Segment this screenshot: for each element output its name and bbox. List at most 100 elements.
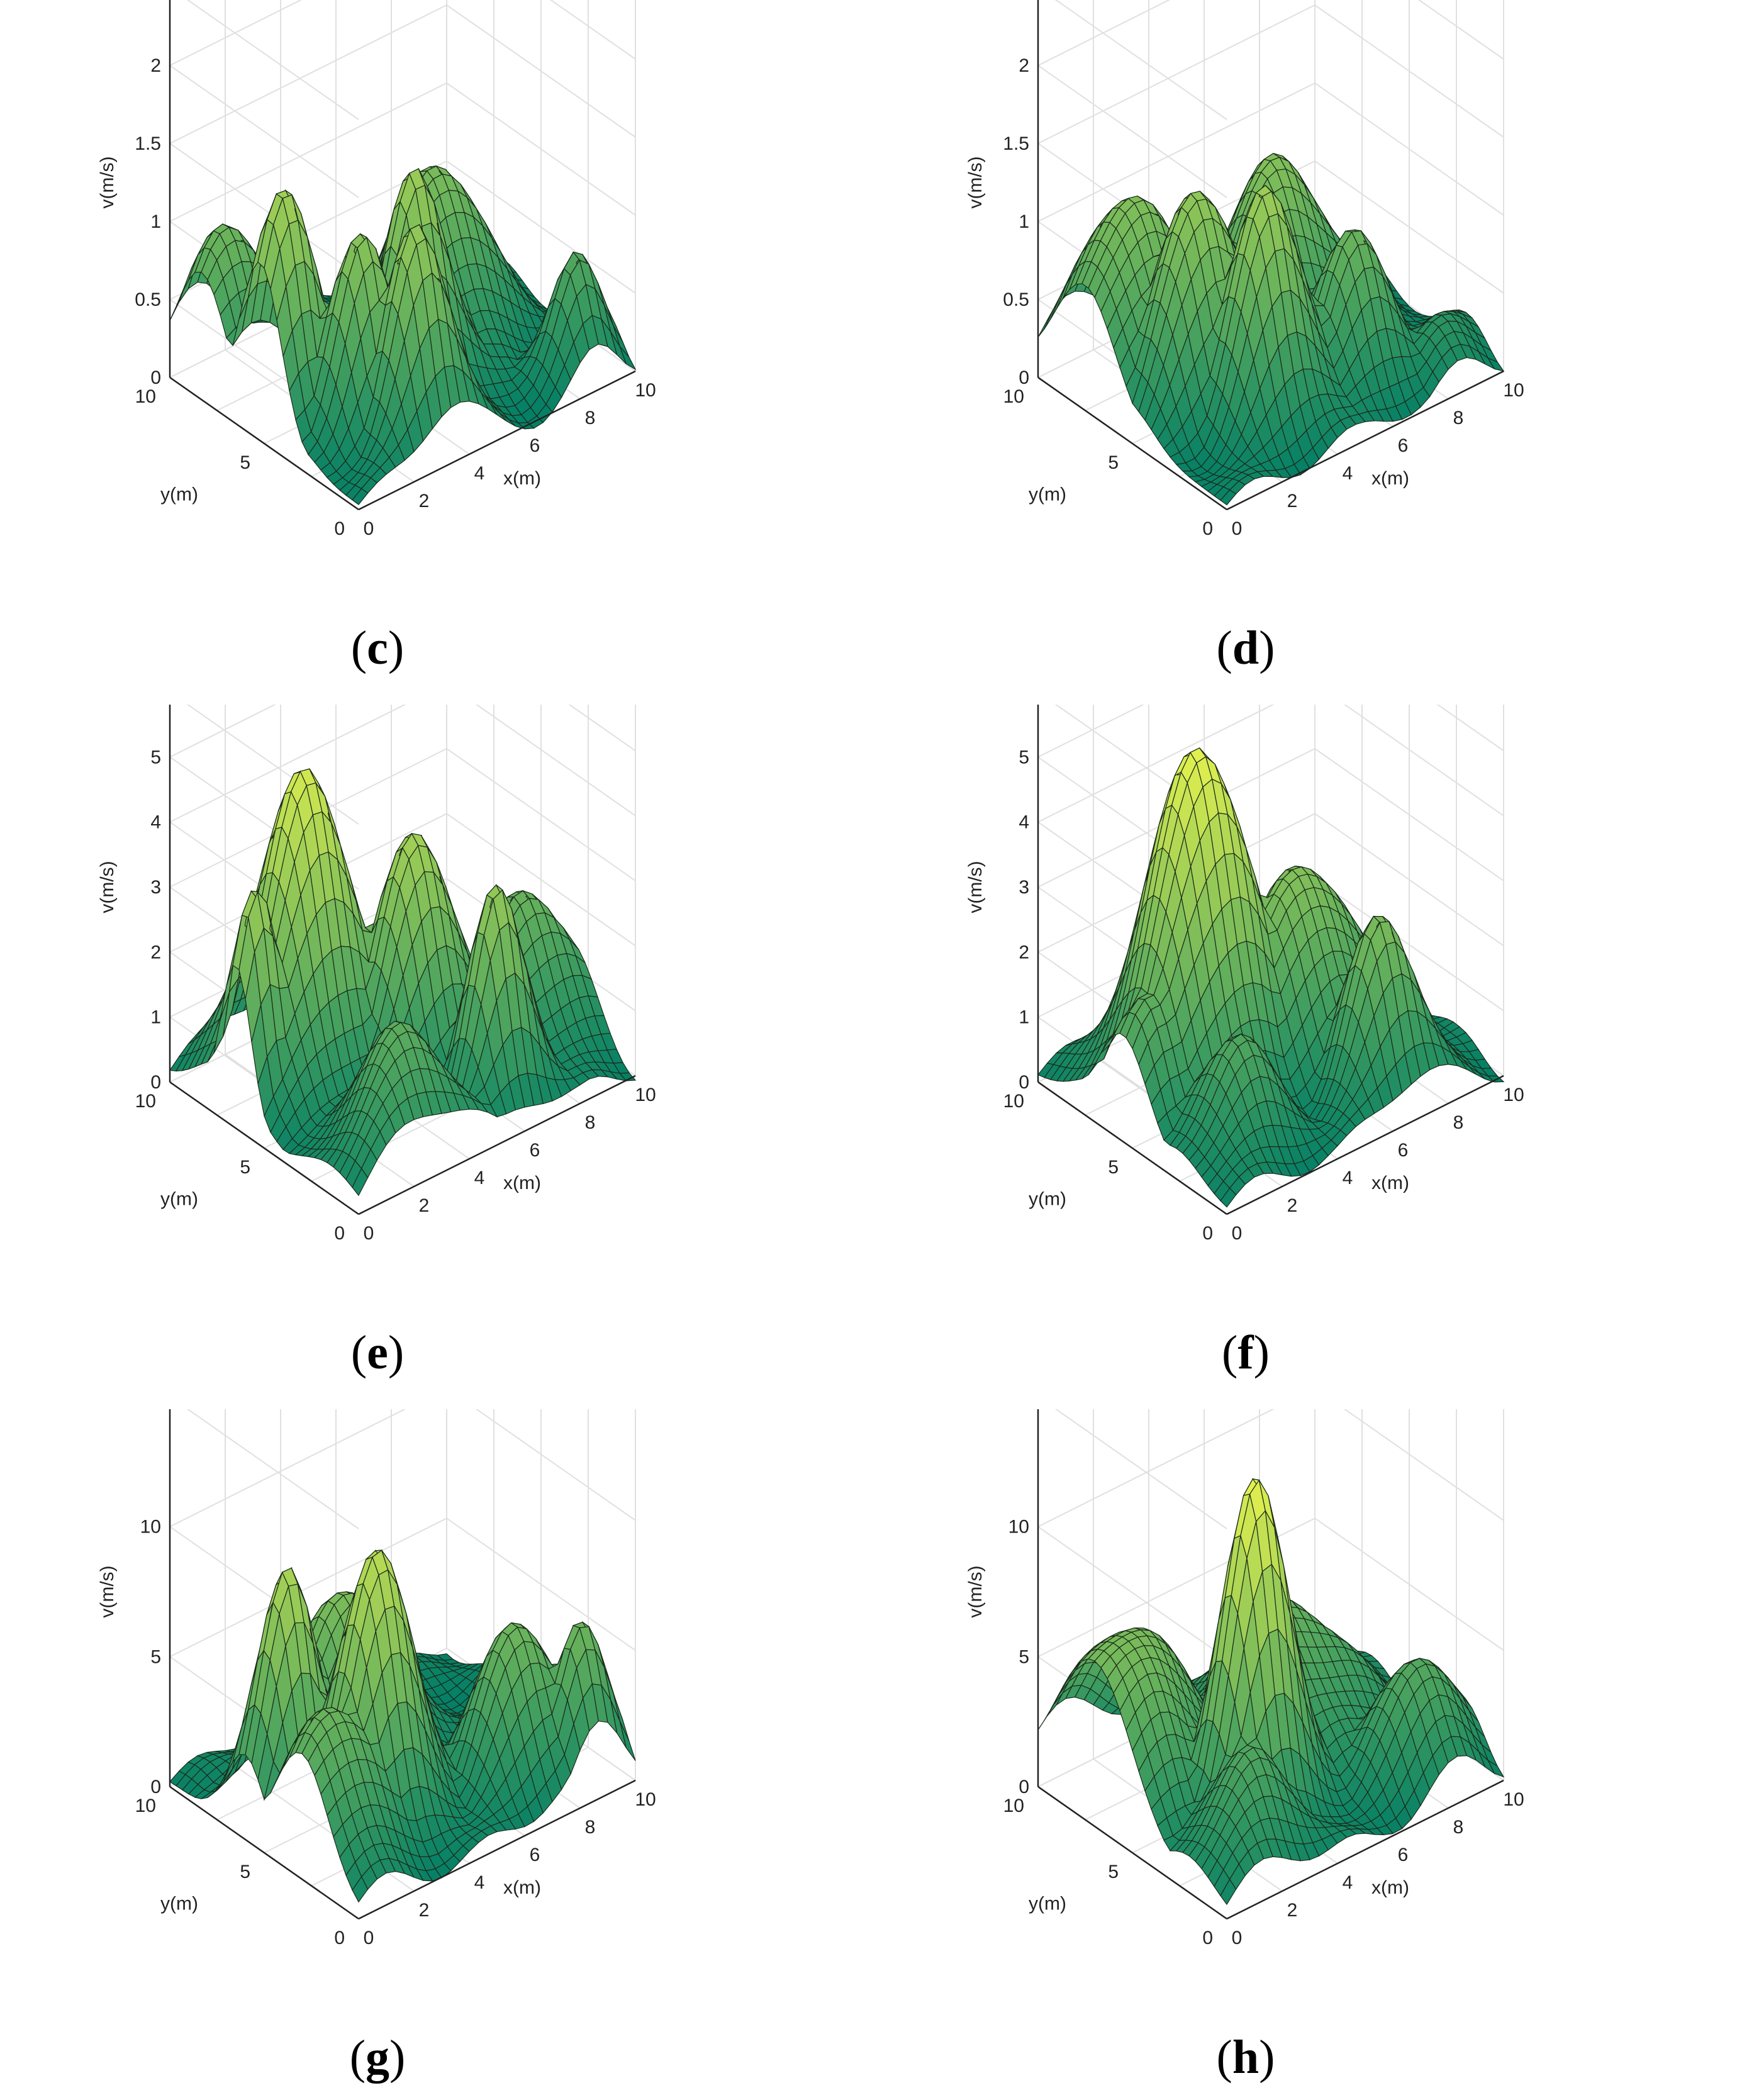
y-tick-label: 5 xyxy=(240,1862,250,1882)
x-tick-label: 6 xyxy=(1398,435,1409,456)
x-tick-label: 4 xyxy=(1343,1168,1353,1188)
y-tick-label: 10 xyxy=(135,1796,156,1816)
x-tick-label: 2 xyxy=(419,1900,430,1921)
grid-line xyxy=(170,65,359,198)
x-axis-label: x(m) xyxy=(503,1173,541,1193)
z-axis-label: v(m/s) xyxy=(97,156,118,208)
z-tick-label: 2 xyxy=(150,55,161,76)
y-tick-label: 5 xyxy=(240,1157,250,1178)
panel-h: 02468100510051015x(m)y(m)v(m/s) (h) xyxy=(868,1409,1736,2100)
x-tick-label: 0 xyxy=(1232,1223,1243,1244)
y-tick-label: 0 xyxy=(1202,1223,1213,1244)
z-tick-label: 1 xyxy=(150,1007,161,1028)
x-tick-label: 4 xyxy=(474,1168,485,1188)
x-tick-label: 8 xyxy=(1453,408,1464,428)
caption-f: (f) xyxy=(868,1318,1623,1387)
y-axis-label: y(m) xyxy=(1029,1189,1066,1210)
z-tick-label: 1.5 xyxy=(135,133,161,154)
x-tick-label: 6 xyxy=(530,1845,540,1865)
z-tick-label: 2 xyxy=(1019,55,1029,76)
y-tick-label: 0 xyxy=(1202,518,1213,539)
caption-letter-e: e xyxy=(367,1326,388,1379)
x-tick-label: 8 xyxy=(585,1112,596,1133)
x-tick-label: 10 xyxy=(635,1789,656,1810)
y-tick-label: 10 xyxy=(1003,386,1024,407)
x-tick-label: 6 xyxy=(530,435,540,456)
y-tick-label: 5 xyxy=(240,452,250,473)
y-tick-label: 5 xyxy=(1108,1157,1119,1178)
z-axis-label: v(m/s) xyxy=(965,156,986,208)
y-tick-label: 0 xyxy=(334,1928,345,1948)
x-tick-label: 8 xyxy=(1453,1112,1464,1133)
z-axis-label: v(m/s) xyxy=(965,861,986,913)
z-tick-label: 1.5 xyxy=(1003,133,1029,154)
z-axis-label: v(m/s) xyxy=(97,861,118,913)
x-tick-label: 6 xyxy=(1398,1140,1409,1161)
x-axis-label: x(m) xyxy=(1371,1173,1409,1193)
caption-g: (g) xyxy=(0,2023,755,2092)
x-axis-label: x(m) xyxy=(503,468,541,489)
caption-letter-f: f xyxy=(1237,1326,1253,1379)
z-axis-label: v(m/s) xyxy=(97,1565,118,1617)
x-tick-label: 8 xyxy=(585,408,596,428)
surface-mesh xyxy=(1038,1479,1504,1904)
y-tick-label: 10 xyxy=(1003,1091,1024,1112)
y-tick-label: 10 xyxy=(135,386,156,407)
surface-plot-f: 024681005100123456x(m)y(m)v(m/s) xyxy=(868,705,1736,1296)
panel-f: 024681005100123456x(m)y(m)v(m/s) (f) xyxy=(868,705,1736,1395)
x-tick-label: 2 xyxy=(1287,491,1298,511)
z-tick-label: 0.5 xyxy=(135,289,161,310)
z-tick-label: 5 xyxy=(150,747,161,768)
panel-g: 02468100510051015x(m)y(m)v(m/s) (g) xyxy=(0,1409,868,2100)
x-axis-label: x(m) xyxy=(1371,468,1409,489)
z-tick-label: 0 xyxy=(1019,367,1029,388)
caption-letter-c: c xyxy=(367,622,388,674)
y-axis-label: y(m) xyxy=(160,1894,198,1914)
y-tick-label: 0 xyxy=(334,518,345,539)
x-tick-label: 10 xyxy=(635,380,656,401)
grid-line xyxy=(170,0,635,65)
x-tick-label: 10 xyxy=(1503,380,1524,401)
y-tick-label: 10 xyxy=(135,1091,156,1112)
surface-plot-e: 024681005100123456x(m)y(m)v(m/s) xyxy=(0,705,868,1296)
x-tick-label: 10 xyxy=(1503,1085,1524,1105)
caption-e: (e) xyxy=(0,1318,755,1387)
y-tick-label: 5 xyxy=(1108,452,1119,473)
panel-e: 024681005100123456x(m)y(m)v(m/s) (e) xyxy=(0,705,868,1395)
surface-mesh xyxy=(170,1550,635,1902)
z-tick-label: 0 xyxy=(1019,1072,1029,1093)
grid-line xyxy=(1038,0,1504,65)
x-tick-label: 0 xyxy=(364,1928,374,1948)
z-tick-label: 2 xyxy=(150,942,161,963)
x-tick-label: 2 xyxy=(419,491,430,511)
grid-line xyxy=(1038,749,1504,887)
x-tick-label: 2 xyxy=(1287,1195,1298,1216)
y-axis-label: y(m) xyxy=(160,1189,198,1210)
z-tick-label: 10 xyxy=(140,1517,161,1538)
x-tick-label: 8 xyxy=(585,1817,596,1838)
z-tick-label: 0 xyxy=(150,1072,161,1093)
z-tick-label: 3 xyxy=(1019,877,1029,898)
y-axis-label: y(m) xyxy=(160,484,198,505)
z-tick-label: 5 xyxy=(150,1646,161,1667)
x-tick-label: 2 xyxy=(419,1195,430,1216)
surface-plot-g: 02468100510051015x(m)y(m)v(m/s) xyxy=(0,1409,868,2001)
z-tick-label: 1 xyxy=(1019,1007,1029,1028)
caption-letter-g: g xyxy=(366,2031,389,2084)
z-tick-label: 1 xyxy=(1019,211,1029,232)
x-tick-label: 4 xyxy=(474,463,485,484)
grid-line xyxy=(1038,705,1504,757)
surface-plot-h: 02468100510051015x(m)y(m)v(m/s) xyxy=(868,1409,1736,2001)
z-tick-label: 0 xyxy=(150,1777,161,1797)
surface-mesh xyxy=(1038,748,1504,1207)
x-tick-label: 4 xyxy=(474,1872,485,1893)
grid-line xyxy=(170,5,635,143)
z-tick-label: 1 xyxy=(150,211,161,232)
x-tick-label: 0 xyxy=(364,518,374,539)
grid-line xyxy=(170,1409,359,1529)
